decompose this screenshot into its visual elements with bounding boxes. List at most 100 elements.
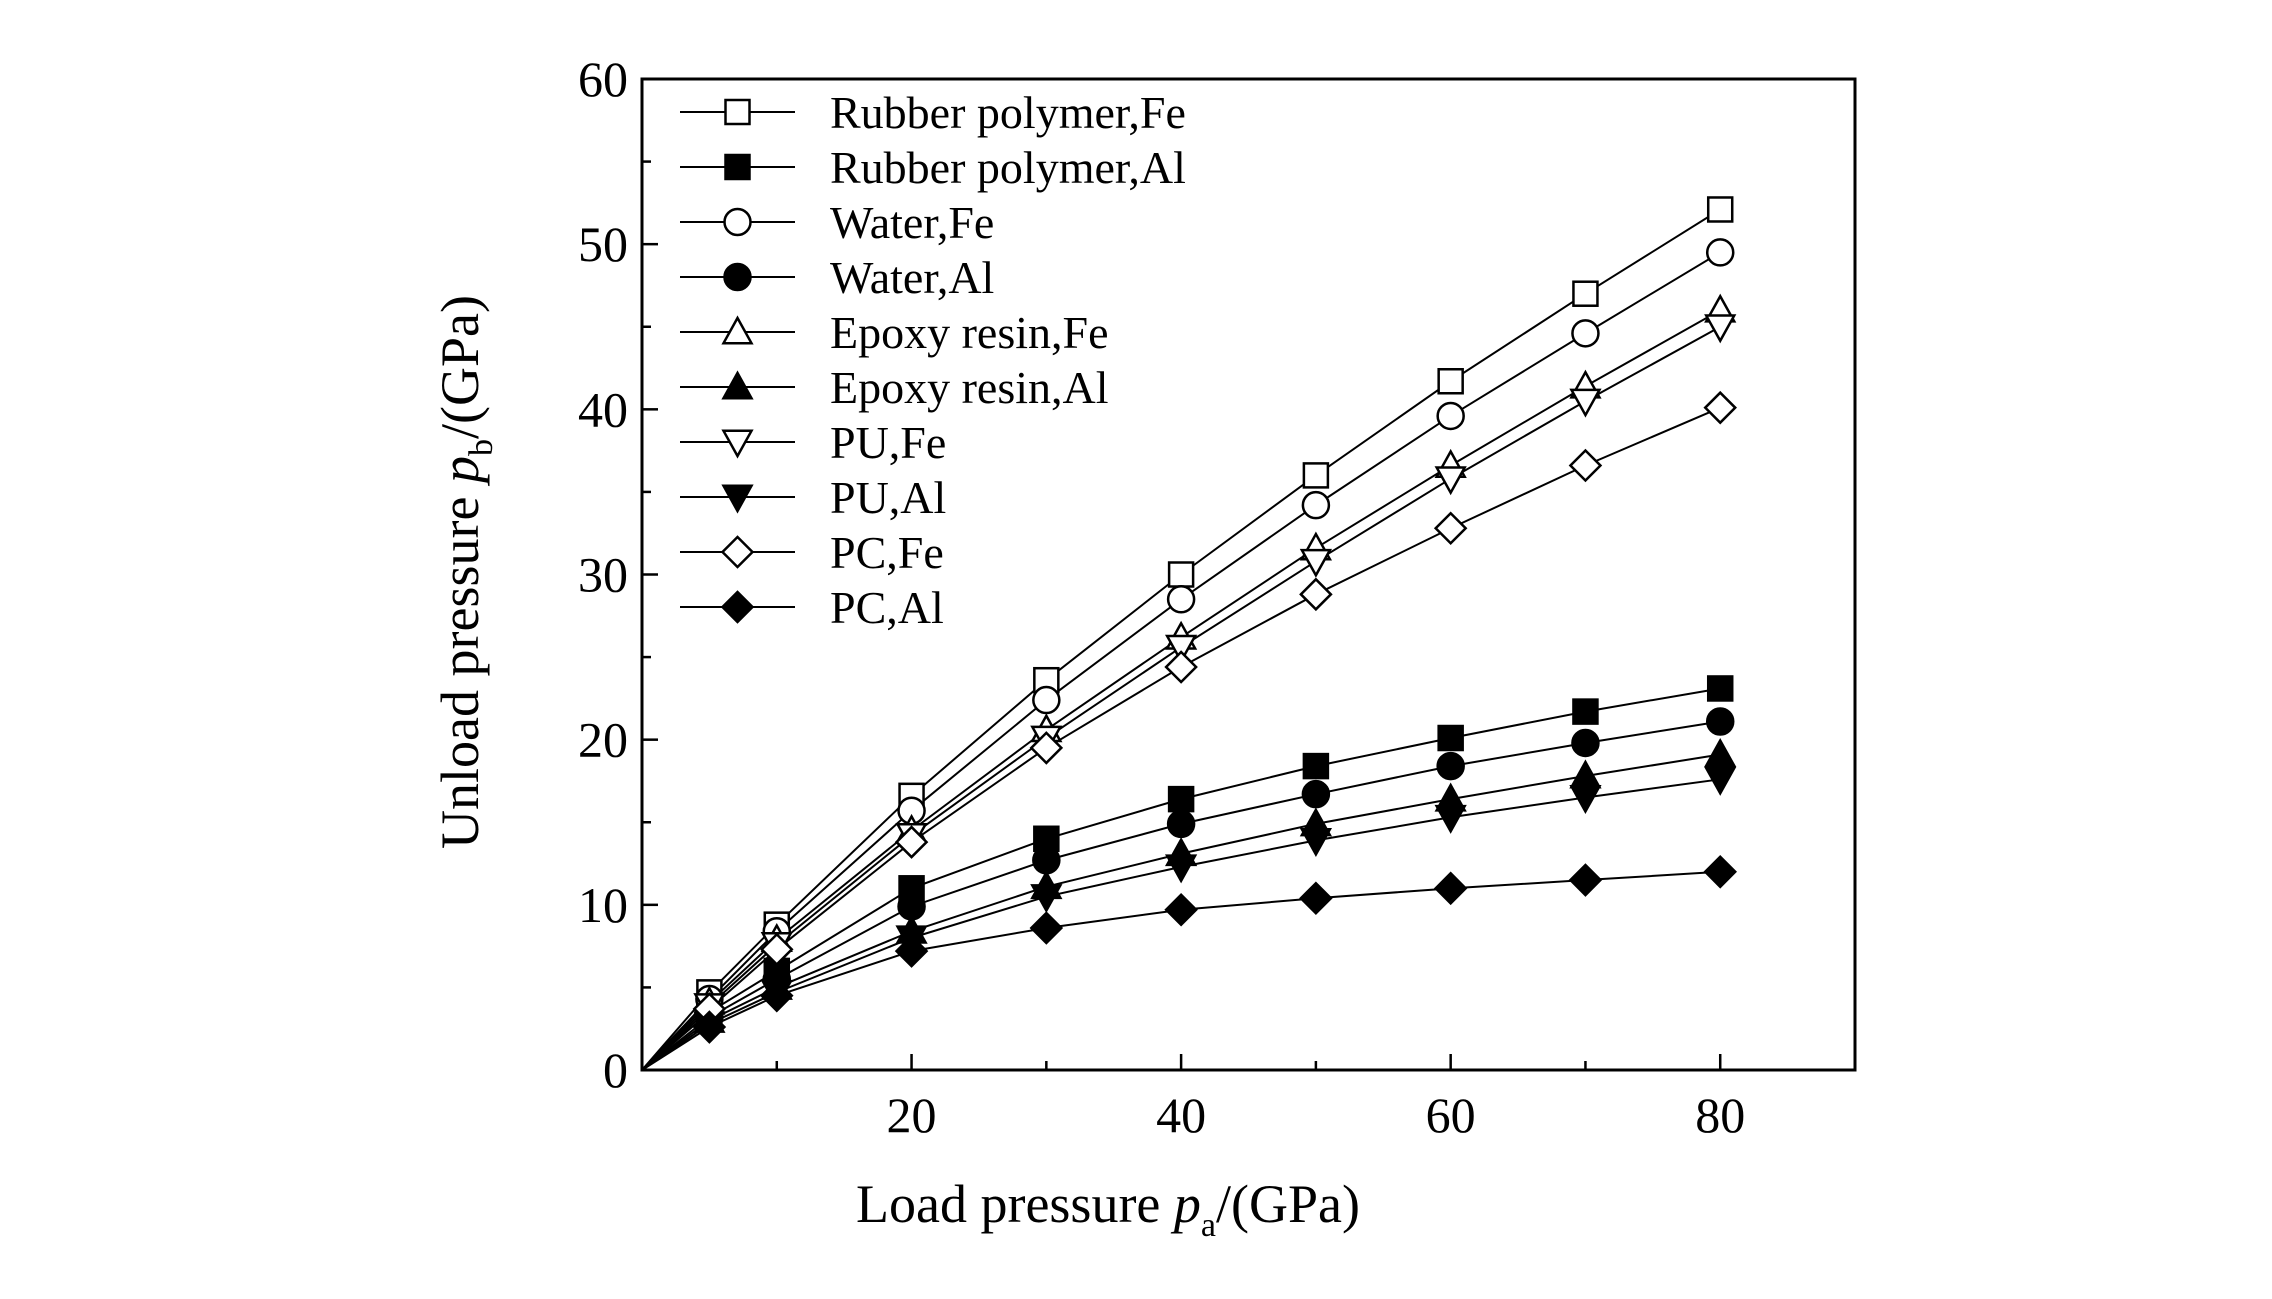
data-point <box>1436 751 1465 781</box>
series-markers-8 <box>693 766 1737 1041</box>
data-point <box>1704 737 1737 767</box>
data-point <box>1029 731 1064 765</box>
series-line <box>641 309 1721 1071</box>
data-point <box>1167 785 1195 813</box>
data-point <box>760 932 794 967</box>
data-point <box>1703 390 1737 425</box>
series-5 <box>641 309 1721 1071</box>
legend-entry: PU,Al <box>680 472 946 523</box>
data-point <box>692 1010 727 1044</box>
legend-marker <box>721 429 754 459</box>
data-point <box>1703 855 1737 889</box>
data-point <box>1302 462 1330 489</box>
data-point <box>1704 766 1737 796</box>
series-3 <box>641 251 1721 1071</box>
series-markers-4 <box>695 707 1735 1032</box>
data-point <box>1434 804 1467 834</box>
legend-label: Water,Fe <box>830 197 994 248</box>
series-1 <box>641 208 1721 1071</box>
legend-entry: PC,Al <box>680 582 944 633</box>
data-point <box>1164 650 1198 684</box>
data-point <box>894 825 929 859</box>
y-tick-label: 20 <box>578 712 628 768</box>
data-point <box>1166 585 1196 614</box>
data-point <box>1571 319 1600 348</box>
data-point <box>1437 368 1464 395</box>
series-markers-10 <box>692 855 1737 1044</box>
data-point <box>1032 685 1061 715</box>
series-markers-9 <box>692 390 1737 1026</box>
data-point <box>1164 893 1198 927</box>
data-point <box>1572 698 1599 725</box>
data-point <box>1705 238 1735 267</box>
legend-entry: Water,Al <box>680 252 994 303</box>
data-point <box>1568 448 1603 483</box>
series-2 <box>641 687 1721 1071</box>
x-tick-label: 60 <box>1426 1087 1476 1143</box>
data-point <box>1166 809 1196 839</box>
data-point <box>1301 490 1331 520</box>
legend-entry: Rubber polymer,Al <box>680 142 1186 193</box>
legend-entry: PC,Fe <box>680 527 944 578</box>
legend-entry: Epoxy resin,Al <box>680 362 1109 413</box>
y-tick-label: 10 <box>578 877 628 933</box>
series-9 <box>641 406 1721 1071</box>
x-tick-label: 40 <box>1156 1087 1206 1143</box>
legend-label: PU,Al <box>830 472 946 523</box>
series-8 <box>641 778 1721 1071</box>
series-4 <box>641 720 1721 1071</box>
legend-entry: Water,Fe <box>680 197 994 248</box>
data-point <box>1029 911 1064 945</box>
data-point <box>1568 863 1603 897</box>
legend-label: PU,Fe <box>830 417 946 468</box>
data-point <box>1705 707 1735 736</box>
data-point <box>1299 548 1333 578</box>
series-10 <box>641 870 1721 1071</box>
data-point <box>1302 752 1330 780</box>
series-7 <box>641 325 1721 1071</box>
data-point <box>1706 196 1734 223</box>
data-point <box>1569 785 1602 815</box>
legend-marker <box>723 207 752 237</box>
data-point <box>1433 871 1468 906</box>
x-tick-label: 80 <box>1695 1087 1745 1143</box>
series-line <box>641 251 1721 1071</box>
legend-entry: Rubber polymer,Fe <box>680 87 1186 138</box>
legend-entry: PU,Fe <box>680 417 946 468</box>
plot-area <box>640 77 1857 1072</box>
y-tick-label: 30 <box>578 547 628 603</box>
series-line <box>641 687 1721 1071</box>
series-line <box>641 778 1721 1071</box>
data-point <box>1437 724 1464 752</box>
legend-marker <box>721 370 754 400</box>
legend-label: Epoxy resin,Fe <box>830 307 1109 358</box>
data-point <box>1434 466 1467 496</box>
legend-marker <box>720 590 755 624</box>
data-point <box>1032 845 1061 875</box>
y-axis-title: Unload pressure pb/(GPa) <box>430 295 500 849</box>
legend-marker <box>724 98 751 126</box>
legend-marker <box>721 315 754 345</box>
data-point <box>760 978 794 1013</box>
series-line <box>641 753 1721 1071</box>
data-point <box>1569 388 1602 418</box>
legend-label: PC,Al <box>830 582 944 633</box>
axes: 20 40 60 80 0 10 20 30 40 50 60 <box>578 51 1745 1143</box>
legend-label: PC,Fe <box>830 527 944 578</box>
data-point <box>894 934 929 968</box>
series-line <box>641 325 1721 1071</box>
series-line <box>641 870 1721 1071</box>
legend-entry: Epoxy resin,Fe <box>680 307 1109 358</box>
data-point <box>1301 779 1331 809</box>
legend-marker <box>720 535 755 569</box>
y-tick-label: 60 <box>578 51 628 107</box>
series-markers-2 <box>696 675 1734 1026</box>
series-line <box>641 208 1721 1071</box>
data-point <box>1299 881 1333 915</box>
legend-marker <box>723 262 752 292</box>
legend-label: Rubber polymer,Fe <box>830 87 1186 138</box>
data-point <box>1571 728 1600 758</box>
data-point <box>1436 401 1465 431</box>
